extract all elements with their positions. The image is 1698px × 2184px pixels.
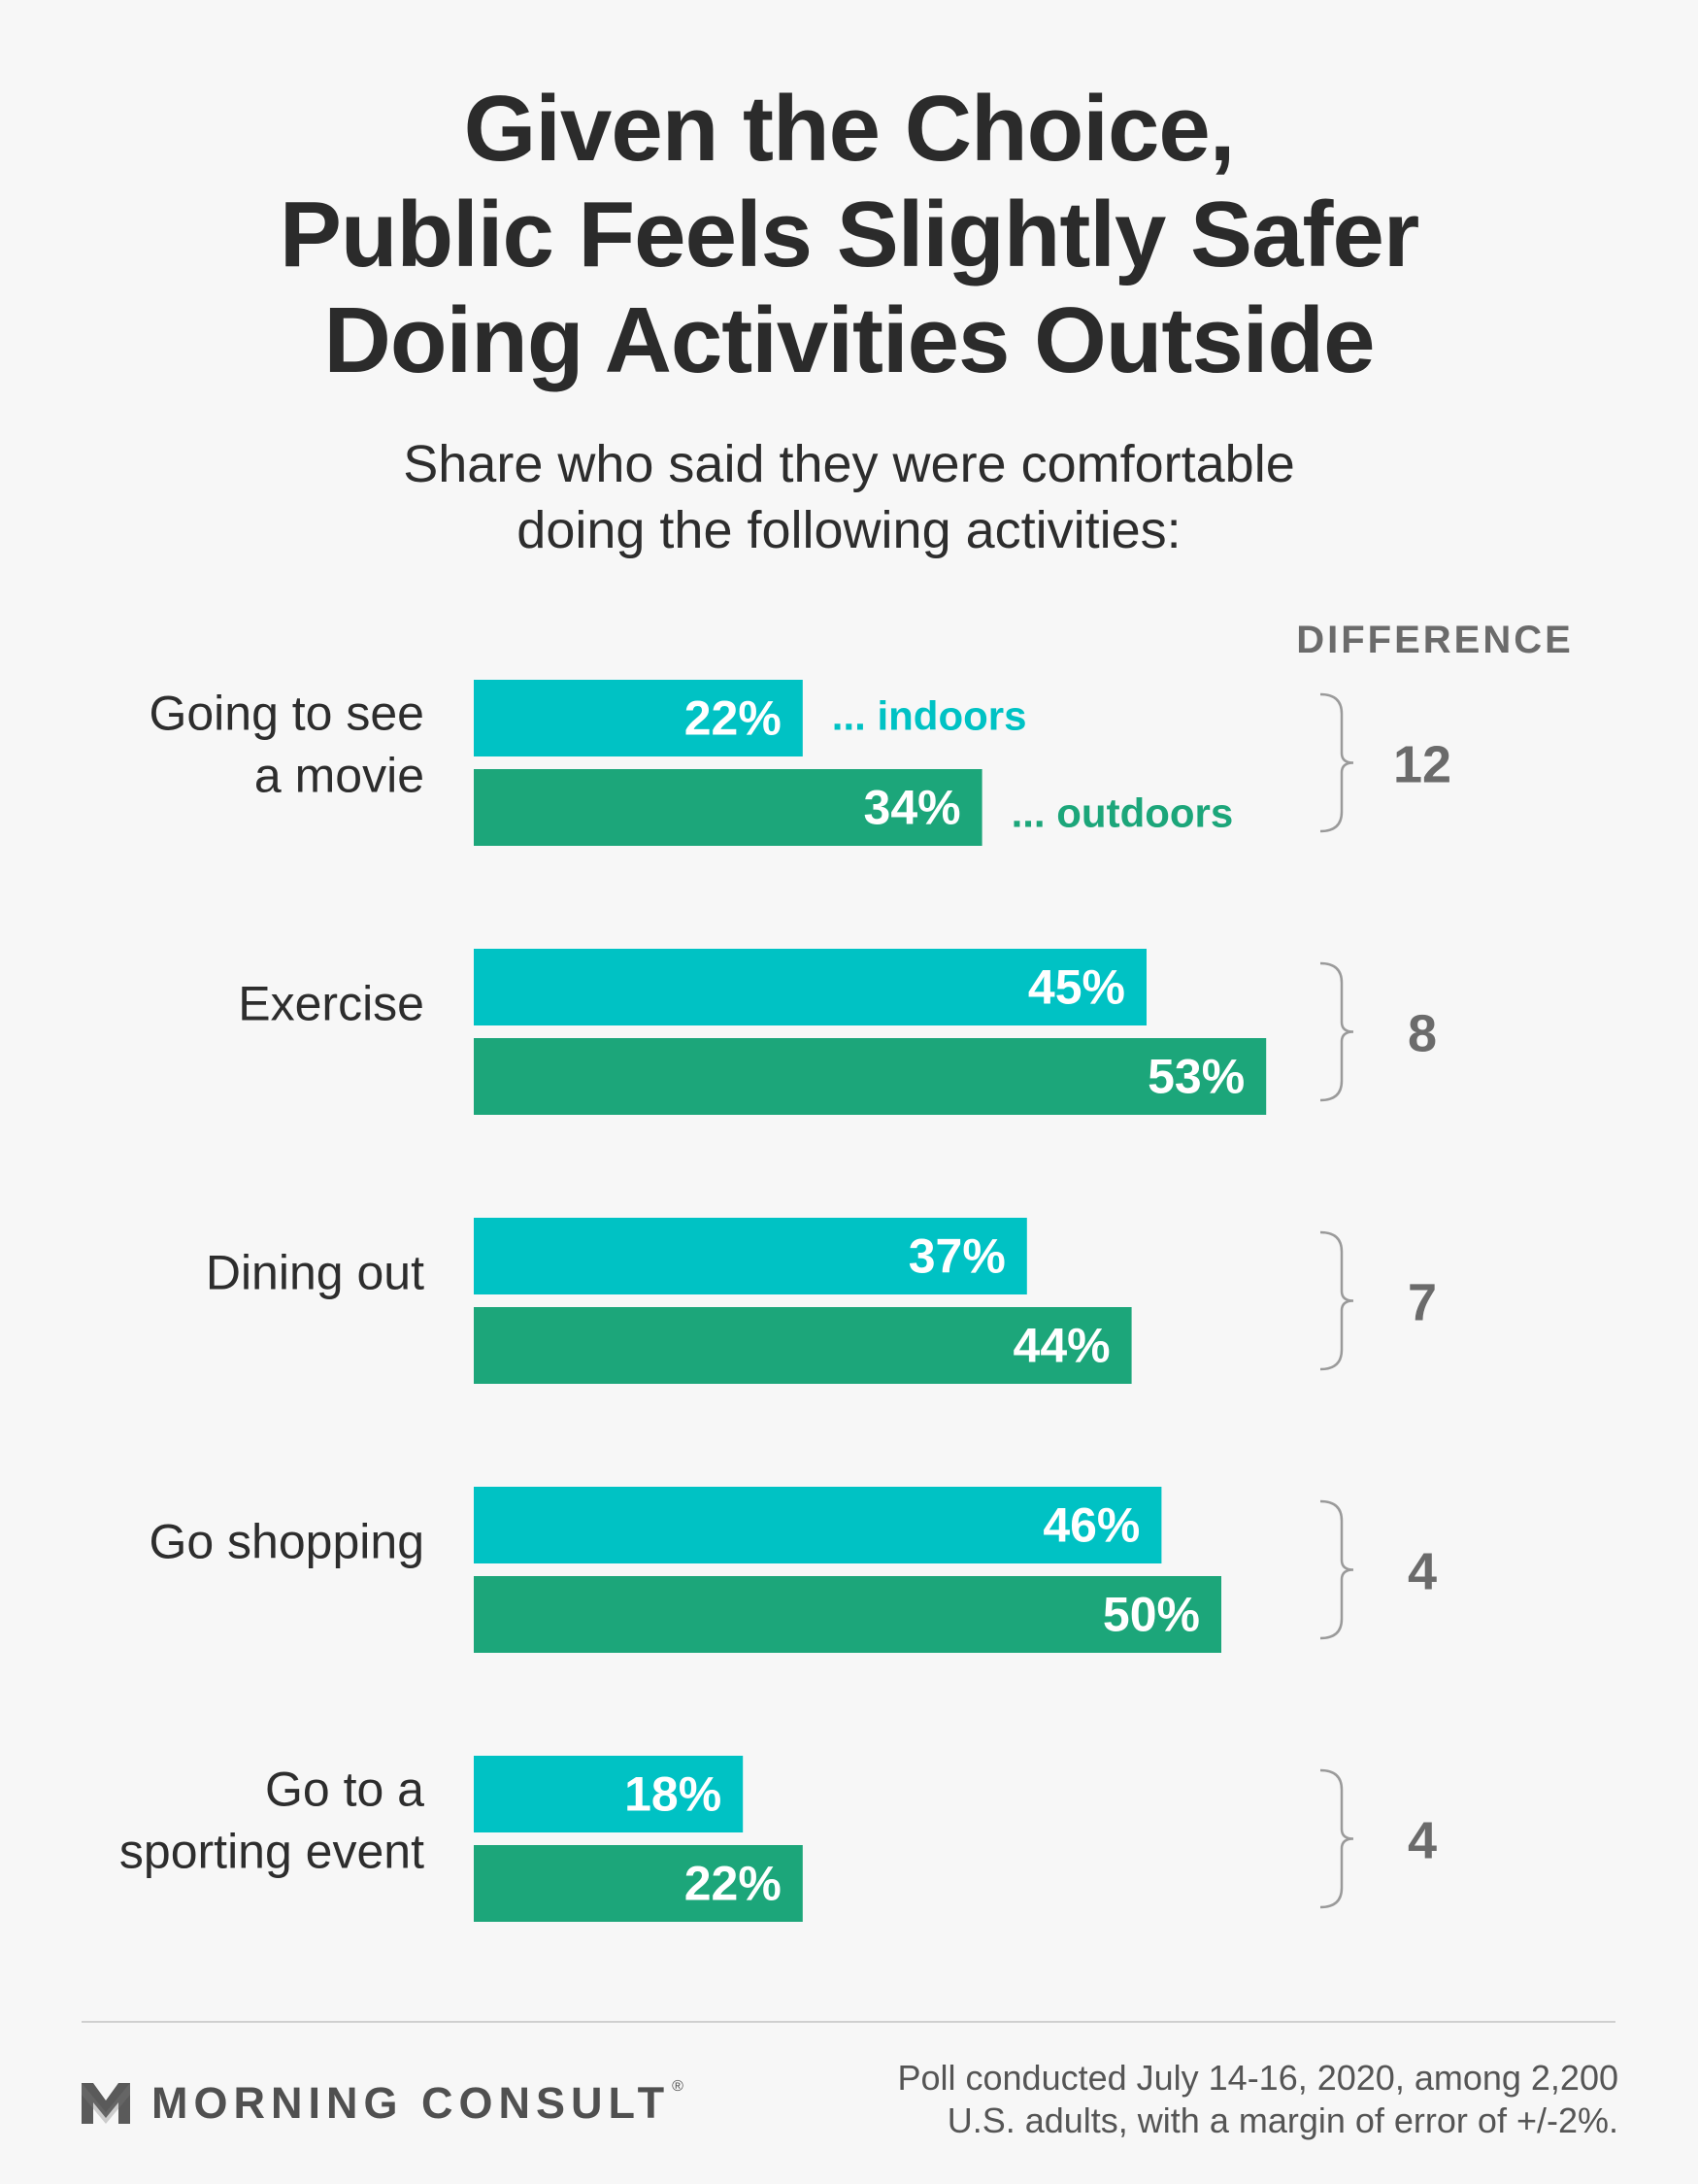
difference-bracket xyxy=(1319,1499,1354,1640)
chart-subtitle: Share who said they were comfortable doi… xyxy=(0,431,1698,563)
legend-indoors: ... indoors xyxy=(832,693,1027,739)
bar-value-label: 22% xyxy=(684,691,782,746)
category-label: sporting event xyxy=(119,1825,424,1879)
difference-value: 12 xyxy=(1393,736,1451,794)
morning-consult-logo-icon xyxy=(82,2083,130,2124)
bar-value-label: 37% xyxy=(909,1229,1006,1284)
title-line: Doing Activities Outside xyxy=(323,288,1376,392)
indoors-bar xyxy=(474,949,1147,1025)
outdoors-bar xyxy=(474,1307,1132,1384)
difference-value: 7 xyxy=(1408,1274,1437,1332)
outdoors-bar xyxy=(474,1845,803,1922)
outdoors-bar xyxy=(474,1576,1221,1653)
category-label: Exercise xyxy=(238,977,424,1031)
category-label: a movie xyxy=(254,749,424,803)
difference-bracket xyxy=(1319,961,1354,1102)
title-line: Given the Choice, xyxy=(463,77,1236,181)
bar-value-label: 53% xyxy=(1148,1050,1245,1104)
bar-value-label: 44% xyxy=(1014,1319,1111,1373)
title-line: Public Feels Slightly Safer xyxy=(279,183,1419,286)
bar-value-label: 22% xyxy=(684,1857,782,1911)
morning-consult-logo: MORNING CONSULT ® xyxy=(82,2078,683,2129)
indoors-bar xyxy=(474,1487,1162,1563)
difference-header: DIFFERENCE xyxy=(1296,619,1574,661)
chart-title: Given the Choice, Public Feels Slightly … xyxy=(0,76,1698,393)
difference-value: 4 xyxy=(1408,1543,1437,1601)
logo-text: MORNING CONSULT xyxy=(151,2078,671,2128)
category-label: Go to a xyxy=(265,1763,424,1817)
category-label: Dining out xyxy=(206,1246,424,1300)
source-note-line: Poll conducted July 14-16, 2020, among 2… xyxy=(897,2058,1618,2098)
bar-value-label: 45% xyxy=(1028,960,1125,1015)
indoors-bar xyxy=(474,1756,744,1832)
bar-chart: DIFFERENCE Going to see a movie 22% ... indo… xyxy=(119,619,1574,1922)
difference-bracket xyxy=(1319,1230,1354,1371)
registered-mark: ® xyxy=(672,2078,683,2095)
indoors-bar xyxy=(474,1218,1027,1294)
source-note: Poll conducted July 14-16, 2020, among 2… xyxy=(897,2057,1618,2142)
legend-outdoors: ... outdoors xyxy=(1012,790,1234,836)
difference-bracket xyxy=(1319,1768,1354,1909)
subtitle-line: doing the following activities: xyxy=(516,501,1182,559)
indoors-bar xyxy=(474,680,803,756)
category-label: Go shopping xyxy=(149,1515,424,1569)
outdoors-bar xyxy=(474,769,982,846)
difference-bracket xyxy=(1319,692,1354,833)
difference-value: 8 xyxy=(1408,1005,1437,1063)
footer-divider xyxy=(82,2021,1615,2023)
category-label: Going to see xyxy=(149,687,424,741)
bar-value-label: 50% xyxy=(1103,1588,1200,1642)
difference-value: 4 xyxy=(1408,1812,1437,1870)
outdoors-bar xyxy=(474,1038,1267,1115)
bar-value-label: 46% xyxy=(1043,1498,1140,1553)
bar-value-label: 18% xyxy=(624,1767,721,1822)
bar-value-label: 34% xyxy=(864,781,961,835)
source-note-line: U.S. adults, with a margin of error of +… xyxy=(947,2100,1618,2140)
subtitle-line: Share who said they were comfortable xyxy=(403,435,1295,493)
